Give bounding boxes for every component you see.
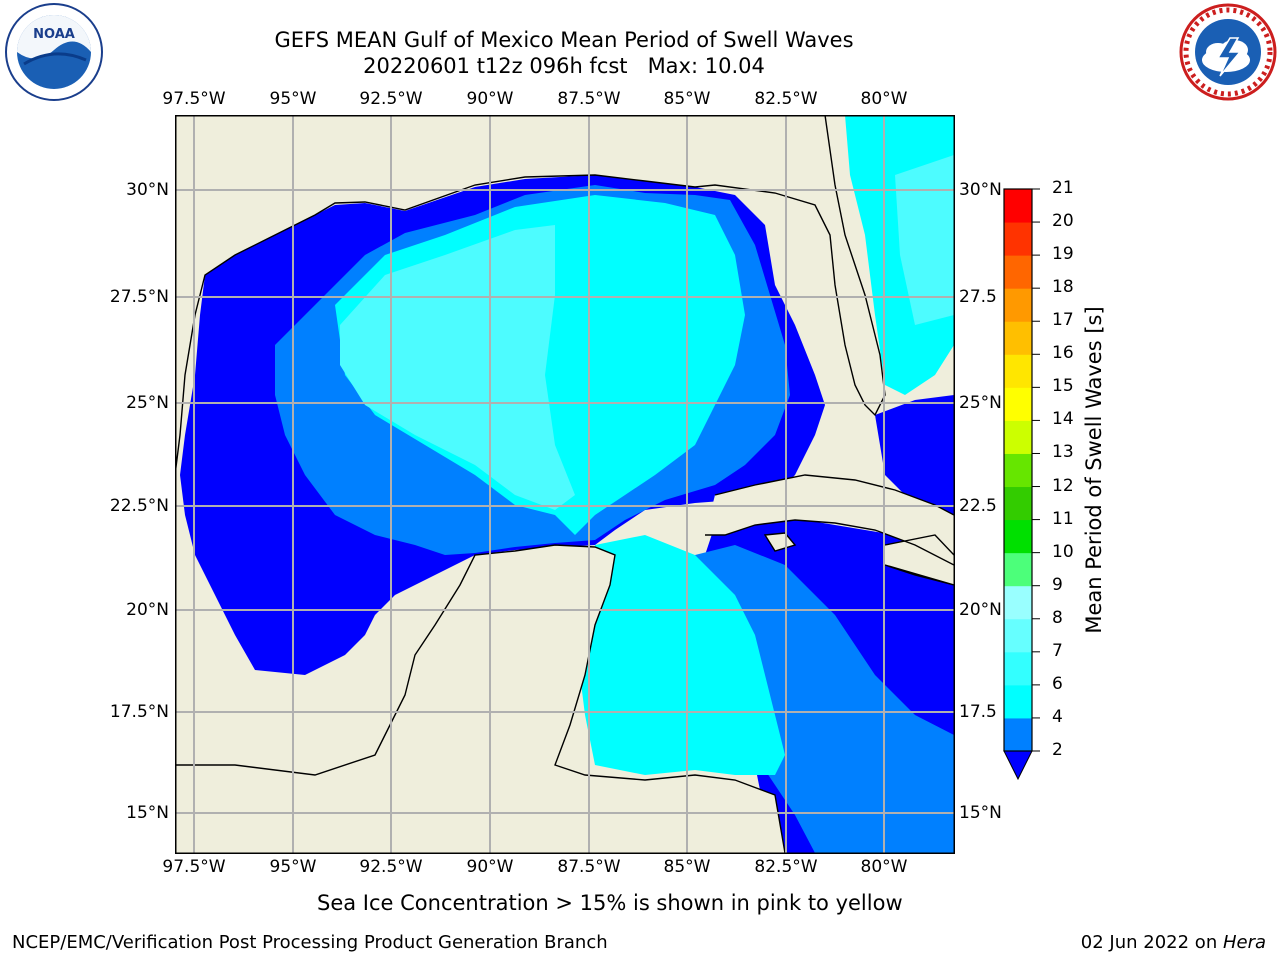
colorbar-tick-label: 10 [1052,541,1074,562]
colorbar-tick-label: 20 [1052,211,1074,232]
footer-date-text: 02 Jun 2022 on [1080,932,1223,953]
lon-tick-label: 85°W [663,857,711,877]
lon-tick-label: 95°W [269,857,317,877]
colorbar-tick-label: 19 [1052,244,1074,265]
colorbar-tick-label: 8 [1052,607,1063,628]
colorbar-segment [1004,222,1032,256]
lat-tick-label: 20°N [959,600,1002,620]
colorbar-segments [1003,188,1033,781]
colorbar-segment [1004,684,1032,719]
colorbar-tick-label: 18 [1052,277,1074,298]
footer-credit: NCEP/EMC/Verification Post Processing Pr… [12,932,608,953]
colorbar-segment [1004,255,1032,289]
lat-tick-label: 17.5 [959,702,997,722]
nws-logo [1179,3,1277,101]
colorbar-ticks [1032,188,1040,752]
colorbar-tick-label: 4 [1052,706,1063,727]
colorbar-segment [1004,552,1032,587]
texas-land [175,115,595,475]
hispaniola-land [885,535,954,585]
lat-tick-label: 15°N [126,803,169,823]
lon-tick-label: 90°W [466,89,514,109]
lat-tick-label: 22.5 [959,496,997,516]
map-grid [175,115,954,853]
cuba-land [705,475,954,565]
lon-tick-label: 95°W [269,89,317,109]
colorbar-tick-label: 6 [1052,673,1063,694]
lon-tick-label: 80°W [860,89,908,109]
colorbar-segment [1004,321,1032,355]
channel-swell-6-7 [575,535,785,775]
lat-tick-label: 25°N [126,393,169,413]
colorbar-segment [1004,453,1032,488]
lon-tick-label: 90°W [466,857,514,877]
lon-tick-label: 80°W [860,857,908,877]
colorbar-segment [1004,519,1032,554]
lat-tick-label: 22.5°N [109,496,169,516]
colorbar-tick-label: 15 [1052,376,1074,397]
lat-tick-label: 27.5 [959,287,997,307]
lat-tick-label: 30°N [959,180,1002,200]
colorbar-segment [1004,717,1032,752]
lat-tick-label: 17.5°N [109,702,169,722]
colorbar-segment [1004,189,1032,223]
colorbar [1003,188,1040,781]
colorbar-segment [1004,618,1032,653]
colorbar-segment [1004,585,1032,620]
atlantic-swell-2-4 [875,395,954,515]
lon-tick-label: 87.5°W [557,857,621,877]
noaa-logo: NOAA [5,3,103,101]
lon-tick-label: 92.5°W [359,857,423,877]
lon-tick-label: 85°W [663,89,711,109]
colorbar-tick-label: 12 [1052,475,1074,496]
lon-tick-label: 87.5°W [557,89,621,109]
colorbar-extension [1003,750,1033,781]
lat-tick-label: 20°N [126,600,169,620]
lon-tick-label: 82.5°W [754,89,818,109]
colorbar-segment [1004,387,1032,421]
colorbar-segment [1004,420,1032,454]
lat-tick-label: 27.5°N [109,287,169,307]
colorbar-tick-label: 2 [1052,740,1063,760]
colorbar-tick-label: 14 [1052,409,1074,430]
noaa-logo-text: NOAA [33,27,75,42]
colorbar-tick-label: 17 [1052,310,1074,331]
colorbar-tick-label: 21 [1052,178,1074,198]
colorbar-segment [1004,651,1032,686]
map-title: GEFS MEAN Gulf of Mexico Mean Period of … [274,28,854,52]
lon-tick-label: 92.5°W [359,89,423,109]
colorbar-label: Mean Period of Swell Waves [s] [1082,306,1106,634]
lon-tick-label: 82.5°W [754,857,818,877]
map-plot [175,115,955,854]
colorbar-tick-label: 13 [1052,442,1074,463]
yucatan-land [175,545,785,853]
colorbar-segment [1004,288,1032,322]
colorbar-tick-label: 9 [1052,574,1063,595]
lat-tick-label: 15°N [959,803,1002,823]
colorbar-tick-label: 7 [1052,640,1063,661]
lat-tick-label: 25°N [959,393,1002,413]
colorbar-segment [1004,486,1032,521]
colorbar-segment [1004,354,1032,388]
sea-ice-note: Sea Ice Concentration > 15% is shown in … [317,891,903,915]
lon-tick-label: 97.5°W [162,89,226,109]
atlantic-swell-7-8 [895,155,954,325]
map-subtitle: 20220601 t12z 096h fcst Max: 10.04 [363,54,765,78]
footer-date: 02 Jun 2022 on Hera [1081,932,1266,953]
caribbean-swell-4-6 [695,545,954,853]
colorbar-tick-label: 11 [1052,508,1074,529]
lat-tick-label: 30°N [126,180,169,200]
colorbar-tick-label: 16 [1052,343,1074,364]
colorbar-frame [1003,188,1033,752]
footer-machine: Hera [1222,932,1266,953]
map-frame [175,115,955,854]
lon-tick-label: 97.5°W [162,857,226,877]
